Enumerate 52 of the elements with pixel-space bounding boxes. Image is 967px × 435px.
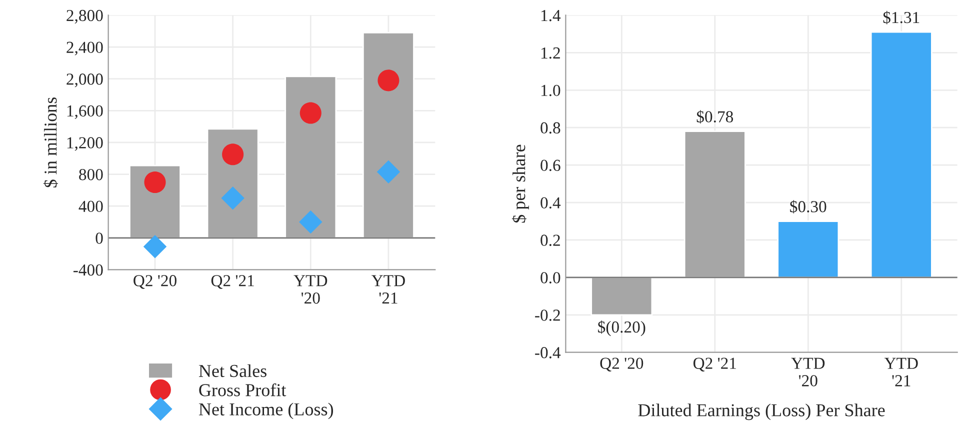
point <box>221 186 244 210</box>
y-tick-label: 0.2 <box>540 234 560 246</box>
bar <box>590 276 653 316</box>
data-label: $(0.20) <box>598 320 646 336</box>
y-tick-label: 2,400 <box>66 42 103 56</box>
y-tick-label: -400 <box>74 264 103 276</box>
y-tick-label: 2,000 <box>66 74 103 88</box>
y-tick-label: 1,200 <box>67 137 103 151</box>
point <box>222 144 244 166</box>
point <box>376 160 400 184</box>
y-tick-label: 1,600 <box>67 105 103 119</box>
y-tick-label: 1.4 <box>541 10 561 22</box>
y-axis-title: $ in millions <box>43 97 58 188</box>
bar <box>284 76 337 239</box>
y-tick-label: 0 <box>96 232 103 244</box>
bar <box>870 31 932 278</box>
legend-label: Net Sales <box>198 364 266 378</box>
y-tick-label: 0.0 <box>540 272 560 284</box>
x-tick-label: Q2 '20 <box>134 275 176 289</box>
x-tick-label: Q2 '21 <box>693 358 736 372</box>
bar <box>362 32 414 239</box>
y-tick-label: 2,800 <box>66 10 103 24</box>
y-tick-label: 1.0 <box>541 84 560 96</box>
data-label: $0.30 <box>790 200 826 214</box>
legend-label: Net Income (Loss) <box>198 402 334 420</box>
y-tick-label: 1.2 <box>541 47 560 59</box>
x-tick-label: YTD '20 <box>294 275 328 304</box>
y-tick-label: 0.8 <box>540 122 560 134</box>
point <box>143 235 167 258</box>
bar <box>777 220 840 278</box>
y-tick-label: 400 <box>78 200 103 212</box>
x-tick-label: YTD '21 <box>884 358 918 386</box>
point <box>300 102 322 124</box>
point <box>299 210 322 234</box>
legend-label: Gross Profit <box>199 383 286 396</box>
x-tick-label: Q2 '21 <box>211 275 254 289</box>
y-tick-label: -0.2 <box>535 310 560 321</box>
x-tick-label: YTD '20 <box>791 358 825 386</box>
y-tick-label: 800 <box>79 168 103 180</box>
point <box>144 171 166 193</box>
x-axis-title: Diluted Earnings (Loss) Per Share <box>638 404 885 420</box>
x-tick-label: YTD '21 <box>372 275 405 304</box>
bar <box>684 130 746 278</box>
point <box>378 70 400 92</box>
bar <box>129 164 181 239</box>
y-tick-label: 0.4 <box>540 197 561 209</box>
data-label: $0.78 <box>696 110 734 124</box>
y-axis-title: $ per share <box>512 144 529 223</box>
x-tick-label: Q2 '20 <box>600 358 644 372</box>
data-label: $1.31 <box>883 10 920 24</box>
y-tick-label: -0.4 <box>535 347 561 358</box>
y-tick-label: 0.6 <box>540 160 560 172</box>
